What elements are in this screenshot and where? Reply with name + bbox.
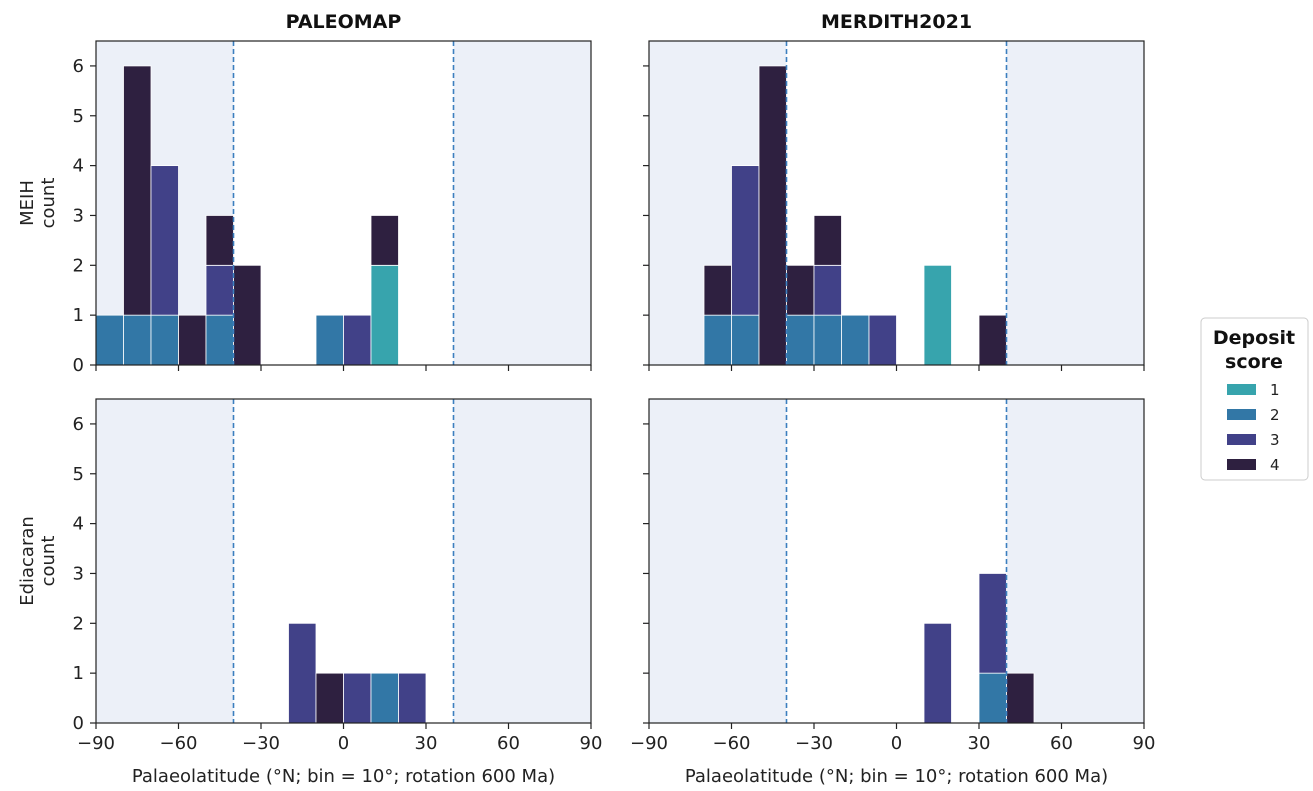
legend-label-2: 2 bbox=[1270, 406, 1280, 424]
bar-score-4-bin--5 bbox=[315, 672, 344, 724]
bar-score-3-bin--45 bbox=[205, 264, 234, 316]
bar-score-2-bin--55 bbox=[731, 314, 760, 366]
bar-score-4-bin--35 bbox=[786, 264, 815, 316]
y-tick-label: 2 bbox=[73, 613, 84, 634]
y-tick-label: 4 bbox=[73, 514, 84, 535]
x-tick-label: 30 bbox=[415, 733, 438, 754]
bar-score-3-bin-35 bbox=[978, 573, 1007, 674]
legend-swatch-2 bbox=[1227, 409, 1256, 420]
bar-score-2-bin-35 bbox=[978, 672, 1007, 724]
legend: Deposit score 1 2 3 4 bbox=[1200, 317, 1309, 481]
shaded-region-north bbox=[453, 399, 591, 723]
bar-score-4-bin-35 bbox=[978, 314, 1007, 366]
x-axis-label: Palaeolatitude (°N; bin = 10°; rotation … bbox=[685, 766, 1108, 787]
legend-label-4: 4 bbox=[1270, 456, 1280, 474]
bar-score-4-bin--65 bbox=[703, 264, 732, 316]
bar-score-3-bin-15 bbox=[923, 622, 952, 724]
x-tick-label: 90 bbox=[1133, 733, 1156, 754]
y-tick-label: 3 bbox=[73, 563, 84, 584]
x-tick-label: 90 bbox=[580, 733, 603, 754]
x-tick-label: −60 bbox=[160, 733, 198, 754]
bar-score-4-bin--45 bbox=[205, 215, 234, 266]
bar-score-2-bin--75 bbox=[123, 314, 152, 366]
bar-score-2-bin--5 bbox=[315, 314, 344, 366]
bar-score-3-bin--25 bbox=[813, 264, 842, 316]
y-tick-label: 1 bbox=[73, 305, 84, 326]
bar-score-3-bin-5 bbox=[343, 314, 372, 366]
y-tick-label: 4 bbox=[73, 156, 84, 177]
x-tick-label: 0 bbox=[891, 733, 902, 754]
bar-score-1-bin-15 bbox=[370, 264, 399, 366]
legend-title-line1: Deposit bbox=[1213, 327, 1295, 349]
y-tick-label: 0 bbox=[73, 713, 84, 734]
x-tick-label: −90 bbox=[630, 733, 668, 754]
shaded-region-north bbox=[1006, 41, 1144, 365]
legend-swatch-3 bbox=[1227, 434, 1256, 445]
panel-3: −90 −60 −30 0 30 60 90 0 1 2 3 4 5 6 Ediacaran count Pal… bbox=[17, 398, 603, 787]
legend-swatch-1 bbox=[1227, 384, 1256, 395]
y-tick-label: 1 bbox=[73, 663, 84, 684]
y-axis-label-line1: MEIH bbox=[17, 180, 38, 226]
bar-score-4-bin--75 bbox=[123, 65, 152, 316]
bar-score-1-bin-15 bbox=[923, 264, 952, 366]
bar-score-4-bin--45 bbox=[758, 65, 787, 366]
y-axis-label-line2: count bbox=[38, 178, 59, 229]
bar-score-4-bin-15 bbox=[370, 215, 399, 266]
bar-score-3-bin--15 bbox=[288, 622, 317, 724]
bar-score-2-bin--65 bbox=[703, 314, 732, 366]
y-axis-label-line1: Ediacaran bbox=[17, 516, 38, 606]
y-tick-label: 6 bbox=[73, 414, 84, 435]
bar-score-2-bin--25 bbox=[813, 314, 842, 366]
legend-label-1: 1 bbox=[1270, 381, 1280, 399]
x-tick-label: 60 bbox=[497, 733, 520, 754]
y-axis-label-line2: count bbox=[38, 536, 59, 587]
bar-score-3-bin--65 bbox=[150, 165, 179, 316]
bar-score-2-bin--15 bbox=[841, 314, 870, 366]
shaded-region-south bbox=[649, 399, 787, 723]
bar-score-2-bin--35 bbox=[786, 314, 815, 366]
panel-1: 0 1 2 3 4 5 6 PALEOMAP MEIH count bbox=[17, 11, 592, 376]
bar-score-4-bin-45 bbox=[1006, 672, 1035, 724]
bar-score-4-bin--25 bbox=[813, 215, 842, 266]
shaded-region-north bbox=[1006, 399, 1144, 723]
bar-score-2-bin--65 bbox=[150, 314, 179, 366]
x-tick-label: −30 bbox=[795, 733, 833, 754]
y-tick-label: 2 bbox=[73, 255, 84, 276]
x-tick-label: 30 bbox=[968, 733, 991, 754]
x-tick-label: −60 bbox=[713, 733, 751, 754]
legend-swatch-4 bbox=[1227, 459, 1256, 470]
x-tick-label: −30 bbox=[242, 733, 280, 754]
legend-label-3: 3 bbox=[1270, 431, 1280, 449]
x-tick-label: −90 bbox=[77, 733, 115, 754]
shaded-region-south bbox=[96, 399, 234, 723]
bar-score-3-bin--55 bbox=[731, 165, 760, 316]
y-tick-label: 5 bbox=[73, 464, 84, 485]
x-tick-label: 0 bbox=[338, 733, 349, 754]
x-axis-label: Palaeolatitude (°N; bin = 10°; rotation … bbox=[132, 766, 555, 787]
legend-title-line2: score bbox=[1225, 351, 1283, 373]
panel-title: PALEOMAP bbox=[286, 11, 402, 33]
panel-2: MERDITH2021 bbox=[643, 11, 1145, 371]
bar-score-2-bin--85 bbox=[95, 314, 124, 366]
bar-score-3-bin-5 bbox=[343, 672, 372, 724]
bar-score-2-bin-15 bbox=[370, 672, 399, 724]
bar-score-4-bin--55 bbox=[178, 314, 207, 366]
x-tick-label: 60 bbox=[1050, 733, 1073, 754]
bar-score-4-bin--35 bbox=[233, 264, 262, 366]
y-tick-label: 0 bbox=[73, 355, 84, 376]
bar-score-2-bin--45 bbox=[205, 314, 234, 366]
panel-4: −90 −60 −30 0 30 60 90 Palaeolatitude (°N; bin … bbox=[630, 398, 1156, 787]
y-tick-label: 3 bbox=[73, 205, 84, 226]
shaded-region-north bbox=[453, 41, 591, 365]
bar-score-3-bin--5 bbox=[868, 314, 897, 366]
y-tick-label: 5 bbox=[73, 106, 84, 127]
panel-title: MERDITH2021 bbox=[821, 11, 972, 33]
bar-score-3-bin-25 bbox=[398, 672, 427, 724]
y-tick-label: 6 bbox=[73, 56, 84, 77]
